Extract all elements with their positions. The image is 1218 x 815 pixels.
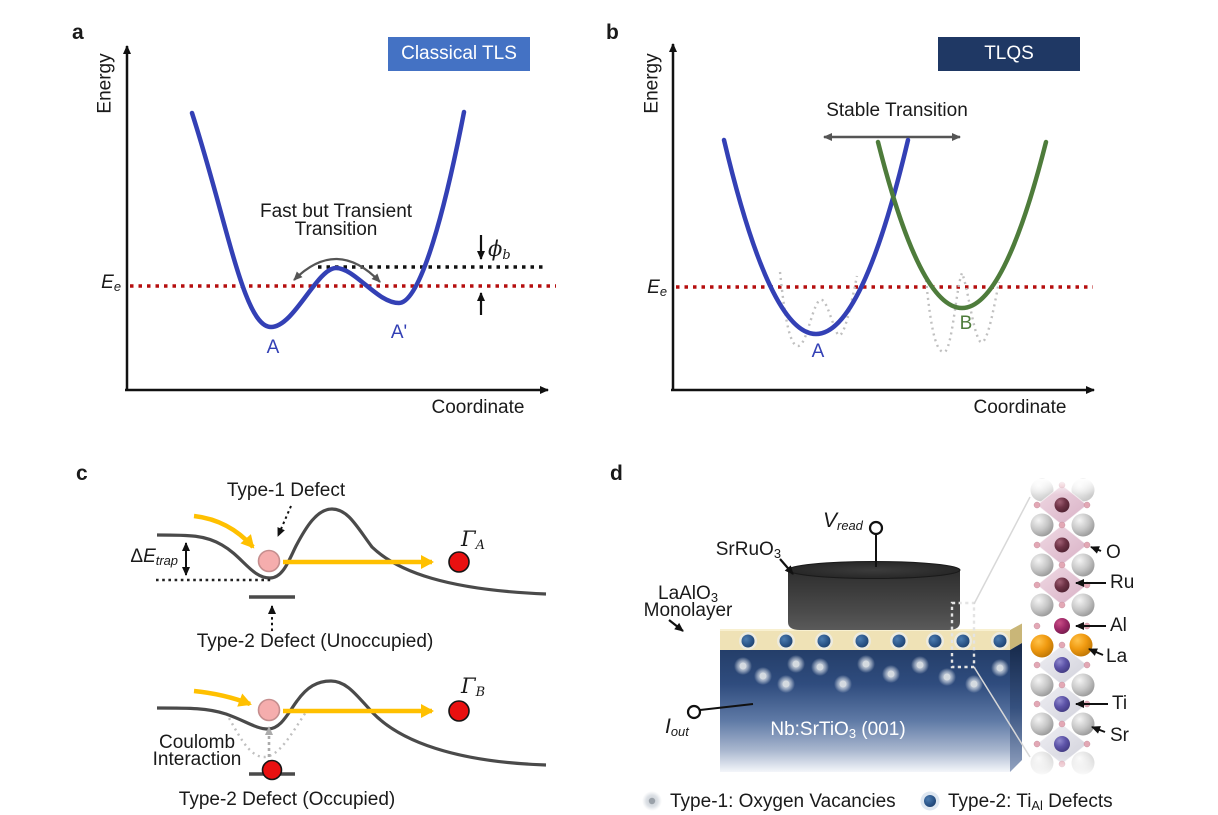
panel-d-tag: d (610, 462, 623, 485)
type1-defect-label: Type-1 Defect (226, 480, 346, 501)
ti-atom (1054, 736, 1070, 752)
la-atom-label: La (1106, 646, 1128, 667)
fast-transition-note-line1: Fast but Transient (259, 201, 413, 222)
trap-energy-label: ΔEtrap (130, 546, 178, 568)
classical-tls-badge: Classical TLS (388, 37, 530, 71)
laalo3-pointer-arrow (668, 619, 684, 632)
zoom-connector-bottom (973, 666, 1031, 758)
panel-b-tag: b (606, 21, 619, 44)
laalo3-side-face (1010, 623, 1022, 650)
electrode-top (787, 561, 961, 579)
electrode-label: SrRuO3 (715, 539, 781, 561)
la-atoms (1030, 633, 1093, 658)
tlqs-badge: TLQS (938, 37, 1080, 71)
iout-terminal (686, 704, 702, 720)
potential-curve-unoccupied (156, 507, 547, 596)
panel-a-ylabel: Energy (94, 53, 116, 114)
state-a-parabola (721, 137, 911, 336)
iout-label: Iout (665, 715, 689, 739)
emission-rate-b-label: ΓB (461, 674, 486, 700)
trapped-electron-a (257, 549, 281, 573)
trapped-electron-b (257, 698, 281, 722)
capture-arrow-b (193, 688, 252, 707)
state-b-parabola (875, 139, 1049, 310)
ruo6-octahedra (1033, 481, 1091, 609)
fermi-level-label-b: Ee (647, 277, 667, 299)
potential-curve-occupied (156, 679, 547, 767)
substrate-side-face (1010, 643, 1022, 772)
panel-a-plot (123, 45, 556, 394)
well-a-prime-label: A' (390, 322, 408, 343)
oxygen-vacancy-dots (734, 655, 1009, 693)
well-a-label: A (266, 337, 280, 358)
al-atom-label: Al (1110, 615, 1127, 636)
panel-a-xlabel: Coordinate (431, 397, 525, 418)
emission-rate-a-label: ΓA (461, 527, 485, 553)
fast-transition-note-line2: Transition (294, 219, 378, 240)
double-well-curve (189, 109, 467, 330)
sr-arrow (1091, 726, 1106, 734)
sr-atom-label: Sr (1110, 725, 1129, 746)
free-electron-a (448, 551, 470, 573)
ghost-double-well-a (778, 271, 859, 348)
stable-transition-note: Stable Transition (826, 100, 968, 121)
ti-atom-label: Ti (1112, 693, 1128, 714)
zoom-region-box (950, 601, 976, 669)
panel-a-tag: a (72, 21, 84, 44)
ti-atom (1054, 696, 1070, 712)
coulomb-label-line2: Interaction (152, 749, 242, 770)
panel-b-ylabel: Energy (641, 53, 663, 114)
fermi-level-label-a: Ee (101, 272, 121, 294)
occupying-electron (261, 759, 283, 781)
panel-b-plot (669, 43, 1095, 394)
coulomb-label-line1: Coulomb (158, 732, 236, 753)
o-atom-label: O (1106, 542, 1121, 563)
legend-type1-dot (642, 791, 662, 811)
type2-defect-dots (739, 632, 1009, 650)
panel-c-tag: c (76, 462, 88, 485)
panel-b-xlabel: Coordinate (973, 397, 1067, 418)
ru-atom-label: Ru (1110, 572, 1135, 593)
atomic-column (1026, 478, 1098, 777)
type2-unoccupied-label: Type-2 Defect (Unoccupied) (196, 631, 434, 652)
ru-atom (1054, 497, 1070, 513)
free-electron-b (448, 700, 470, 722)
panel-d-device (642, 478, 1108, 811)
substrate-label: Nb:SrTiO3 (001) (770, 719, 906, 741)
atom-label-arrows (1075, 546, 1108, 734)
al-atom (1054, 618, 1070, 634)
legend-type2-label: Type-2: TiAl Defects (948, 791, 1113, 813)
state-a-label: A (811, 341, 825, 362)
o-arrow (1090, 546, 1102, 554)
vread-terminal (868, 520, 884, 536)
iout-wire (699, 703, 754, 711)
ru-atom (1054, 577, 1070, 593)
zoom-connector-top (973, 496, 1031, 605)
legend-type1-label: Type-1: Oxygen Vacancies (670, 791, 896, 812)
capture-arrow-a (193, 513, 255, 549)
vread-label: Vread (823, 509, 863, 533)
type2-occupied-label: Type-2 Defect (Occupied) (178, 789, 396, 810)
legend-type2-dot (920, 791, 940, 811)
barrier-height-label: ϕb (488, 237, 511, 263)
srruo3-pointer-arrow (779, 558, 794, 575)
ru-atom (1054, 537, 1070, 553)
la-arrow (1088, 648, 1104, 656)
transition-arc-arrow (293, 257, 381, 283)
electrode-body (788, 571, 960, 630)
monolayer-label-line2: Monolayer (643, 600, 733, 621)
type1-pointer-arrow (277, 505, 292, 537)
state-b-label: B (959, 313, 973, 334)
panel-c-diagram (156, 505, 547, 781)
ghost-deep-well (224, 711, 307, 759)
monolayer-label-line1: LaAlO3 (658, 583, 718, 605)
ti-atom (1054, 657, 1070, 673)
